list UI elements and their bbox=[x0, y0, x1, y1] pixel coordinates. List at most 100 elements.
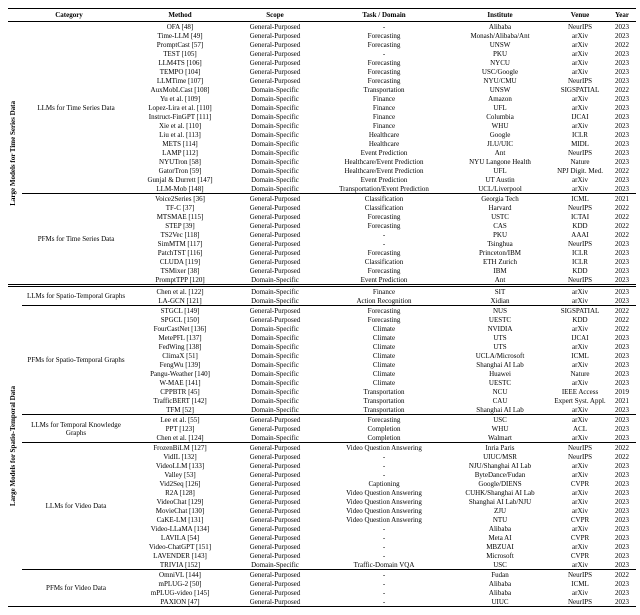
method-cell: TEST [105] bbox=[130, 49, 230, 58]
scope-cell: Domain-Specific bbox=[230, 560, 320, 570]
inst-cell: UFL bbox=[448, 103, 552, 112]
method-cell: Chen et al. [122] bbox=[130, 286, 230, 297]
scope-cell: General-Purposed bbox=[230, 194, 320, 204]
method-cell: PromptCast [57] bbox=[130, 40, 230, 49]
inst-cell: Xidian bbox=[448, 296, 552, 306]
year-cell: 2023 bbox=[608, 121, 636, 130]
scope-cell: Domain-Specific bbox=[230, 85, 320, 94]
inst-cell: Ant bbox=[448, 275, 552, 286]
task-cell: Healthcare bbox=[320, 139, 448, 148]
task-cell: Healthcare/Event Prediction bbox=[320, 166, 448, 175]
venue-cell: arXiv bbox=[552, 497, 608, 506]
year-cell: 2022 bbox=[608, 166, 636, 175]
table-row: PFMs for Video DataOmniVL [144]General-P… bbox=[8, 570, 636, 580]
scope-cell: Domain-Specific bbox=[230, 112, 320, 121]
method-cell: PPT [123] bbox=[130, 424, 230, 433]
inst-cell: USC bbox=[448, 560, 552, 570]
venue-cell: arXiv bbox=[552, 542, 608, 551]
venue-cell: IEEE Access bbox=[552, 387, 608, 396]
scope-cell: General-Purposed bbox=[230, 443, 320, 453]
scope-cell: Domain-Specific bbox=[230, 166, 320, 175]
year-cell: 2023 bbox=[608, 184, 636, 194]
year-cell: 2023 bbox=[608, 239, 636, 248]
category-cell: PFMs for Spatio-Temporal Graphs bbox=[22, 306, 130, 415]
task-cell: Video Question Answering bbox=[320, 506, 448, 515]
year-cell: 2023 bbox=[608, 515, 636, 524]
scope-cell: Domain-Specific bbox=[230, 275, 320, 286]
inst-cell: UCLA/Microsoft bbox=[448, 351, 552, 360]
task-cell: Event Prediction bbox=[320, 175, 448, 184]
method-cell: Lee et al. [55] bbox=[130, 415, 230, 425]
task-cell: Climate bbox=[320, 342, 448, 351]
year-cell: 2023 bbox=[608, 266, 636, 275]
header-task: Task / Domain bbox=[320, 9, 448, 22]
method-cell: LA-GCN [121] bbox=[130, 296, 230, 306]
task-cell: Climate bbox=[320, 369, 448, 378]
task-cell: Event Prediction bbox=[320, 148, 448, 157]
venue-cell: SIGSPATIAL bbox=[552, 306, 608, 316]
year-cell: 2023 bbox=[608, 506, 636, 515]
inst-cell: UTS bbox=[448, 342, 552, 351]
inst-cell: CAS bbox=[448, 221, 552, 230]
task-cell: Forecasting bbox=[320, 76, 448, 85]
task-cell: Healthcare bbox=[320, 130, 448, 139]
year-cell: 2023 bbox=[608, 333, 636, 342]
task-cell: Finance bbox=[320, 121, 448, 130]
venue-cell: arXiv bbox=[552, 488, 608, 497]
method-cell: FedWing [138] bbox=[130, 342, 230, 351]
year-cell: 2023 bbox=[608, 248, 636, 257]
task-cell: Healthcare/Event Prediction bbox=[320, 157, 448, 166]
year-cell: 2022 bbox=[608, 40, 636, 49]
scope-cell: General-Purposed bbox=[230, 49, 320, 58]
scope-cell: General-Purposed bbox=[230, 497, 320, 506]
method-cell: MovieChat [130] bbox=[130, 506, 230, 515]
venue-cell: ICML bbox=[552, 351, 608, 360]
year-cell: 2022 bbox=[608, 452, 636, 461]
inst-cell: Amazon bbox=[448, 94, 552, 103]
method-cell: SimMTM [117] bbox=[130, 239, 230, 248]
task-cell: - bbox=[320, 542, 448, 551]
scope-cell: General-Purposed bbox=[230, 542, 320, 551]
year-cell: 2023 bbox=[608, 275, 636, 286]
year-cell: 2023 bbox=[608, 551, 636, 560]
inst-cell: Columbia bbox=[448, 112, 552, 121]
inst-cell: NYU Langone Health bbox=[448, 157, 552, 166]
venue-cell: IJCAI bbox=[552, 333, 608, 342]
scope-cell: General-Purposed bbox=[230, 58, 320, 67]
venue-cell: ICML bbox=[552, 194, 608, 204]
task-cell: Finance bbox=[320, 94, 448, 103]
category-cell: LLMs for Temporal Knowledge Graphs bbox=[22, 415, 130, 443]
venue-cell: NeurIPS bbox=[552, 22, 608, 32]
venue-cell: ICTAI bbox=[552, 212, 608, 221]
venue-cell: arXiv bbox=[552, 506, 608, 515]
inst-cell: UT Austin bbox=[448, 175, 552, 184]
task-cell: Forecasting bbox=[320, 58, 448, 67]
inst-cell: Alibaba bbox=[448, 579, 552, 588]
table-row: Large Models for Spatio-Temporal DataLLM… bbox=[8, 286, 636, 297]
task-cell: Video Question Answering bbox=[320, 443, 448, 453]
scope-cell: General-Purposed bbox=[230, 524, 320, 533]
method-cell: VidIL [132] bbox=[130, 452, 230, 461]
venue-cell: arXiv bbox=[552, 67, 608, 76]
venue-cell: ICLR bbox=[552, 130, 608, 139]
method-cell: PromptTPP [120] bbox=[130, 275, 230, 286]
year-cell: 2023 bbox=[608, 148, 636, 157]
venue-cell: arXiv bbox=[552, 461, 608, 470]
scope-cell: General-Purposed bbox=[230, 515, 320, 524]
task-cell: - bbox=[320, 588, 448, 597]
venue-cell: KDD bbox=[552, 315, 608, 324]
method-cell: Chen et al. [124] bbox=[130, 433, 230, 443]
inst-cell: UNSW bbox=[448, 40, 552, 49]
table-row: LLMs for Video DataFrozenBiLM [127]Gener… bbox=[8, 443, 636, 453]
venue-cell: arXiv bbox=[552, 405, 608, 415]
scope-cell: General-Purposed bbox=[230, 597, 320, 607]
task-cell: - bbox=[320, 551, 448, 560]
inst-cell: USTC bbox=[448, 212, 552, 221]
venue-cell: NeurIPS bbox=[552, 76, 608, 85]
method-cell: ClimaX [51] bbox=[130, 351, 230, 360]
scope-cell: Domain-Specific bbox=[230, 286, 320, 297]
method-cell: PAXION [47] bbox=[130, 597, 230, 607]
method-cell: FrozenBiLM [127] bbox=[130, 443, 230, 453]
scope-cell: General-Purposed bbox=[230, 257, 320, 266]
venue-cell: arXiv bbox=[552, 31, 608, 40]
